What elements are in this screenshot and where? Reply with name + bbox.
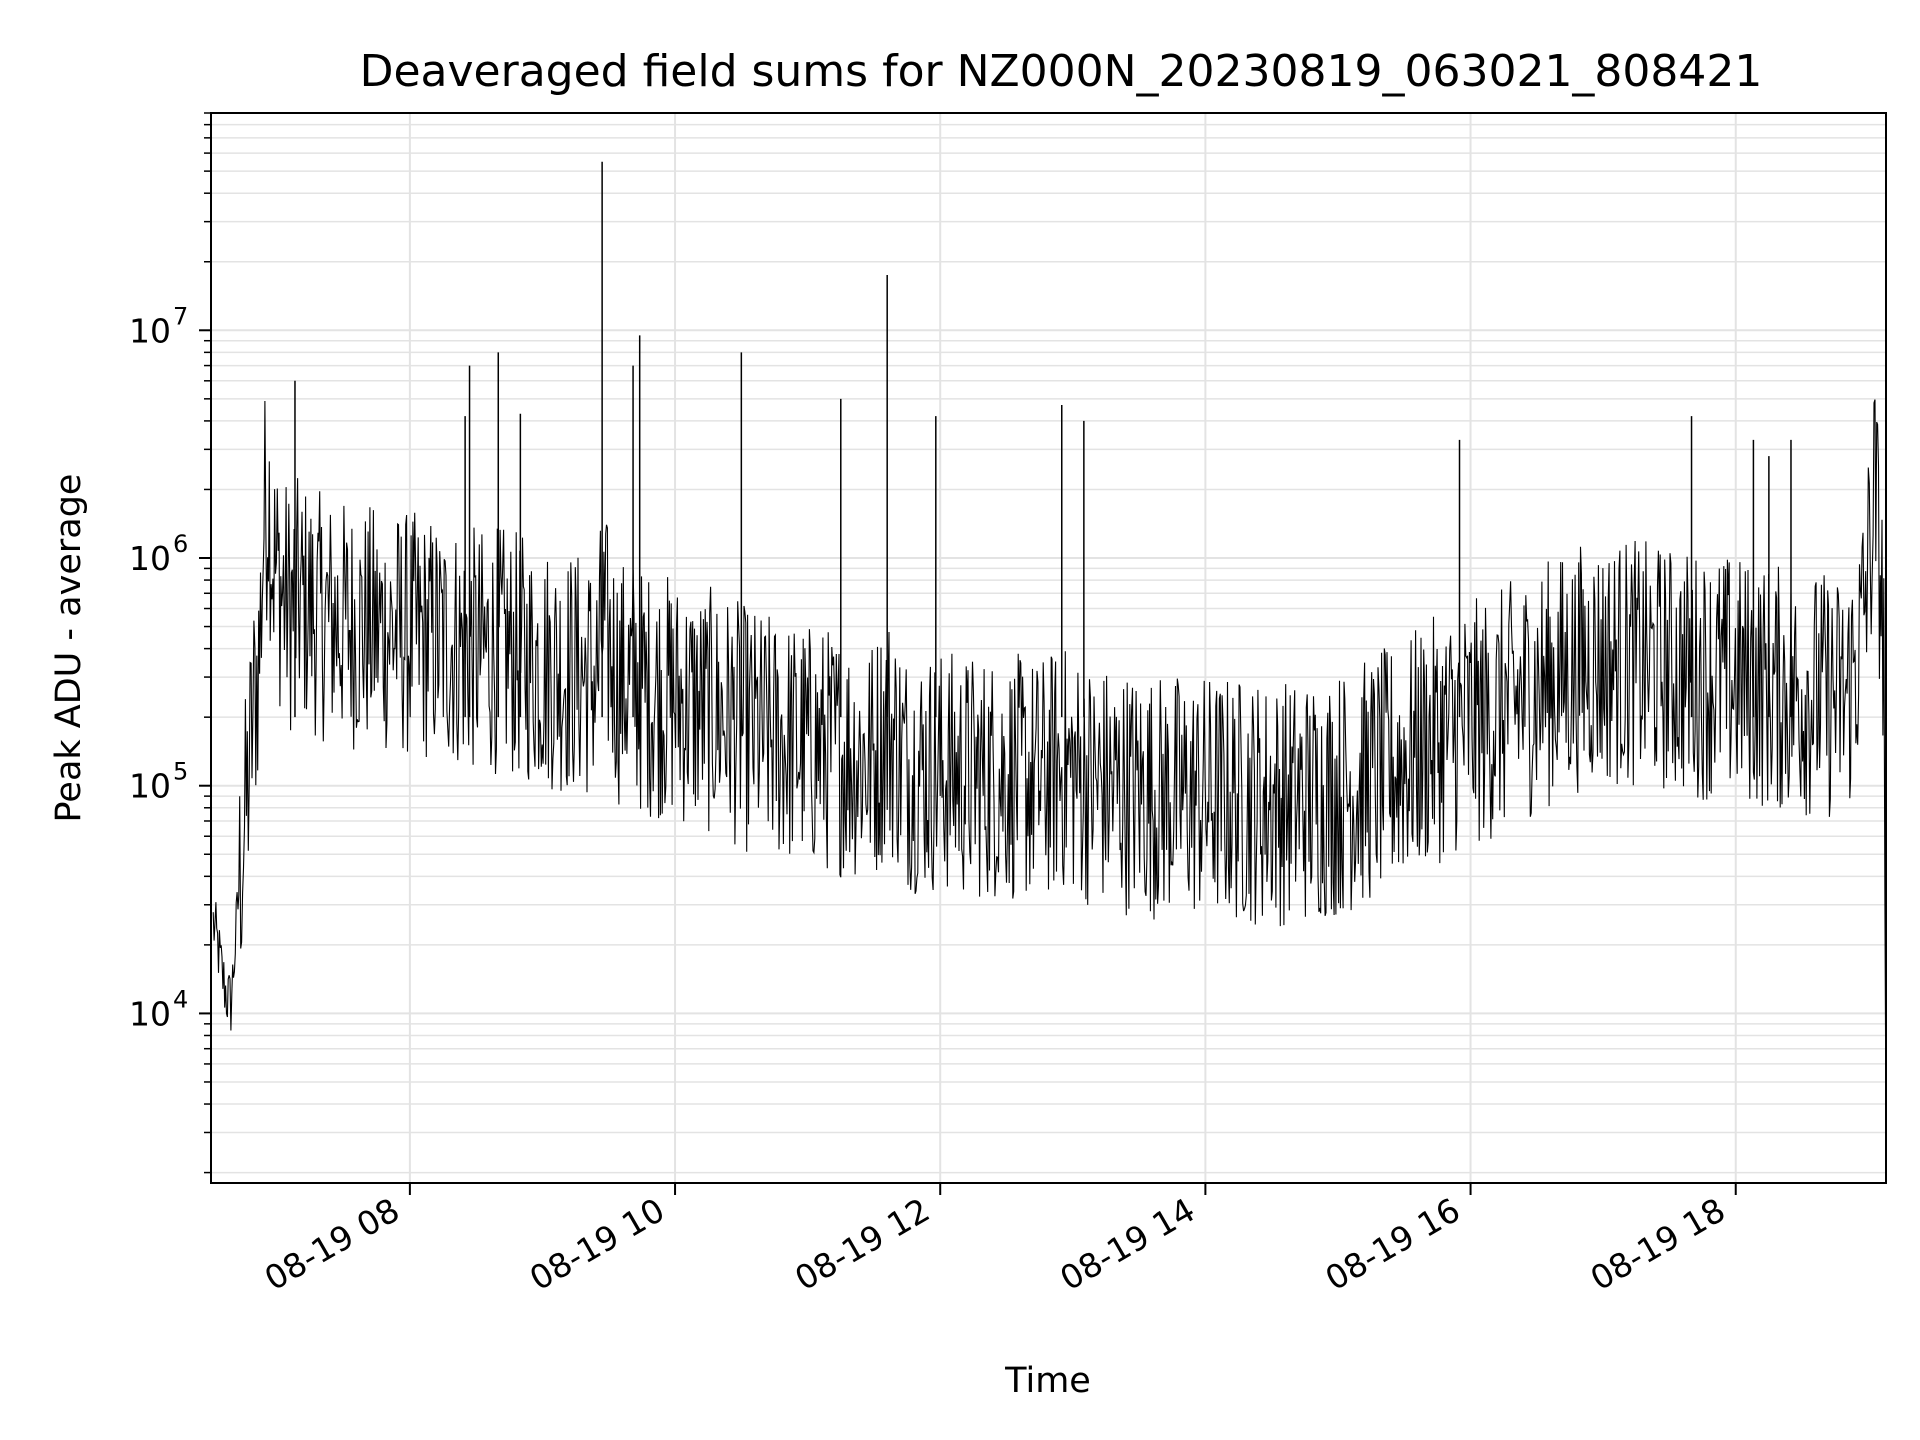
data-series xyxy=(212,161,1887,1133)
y-tick-label: 10 xyxy=(129,311,171,350)
y-axis-label: Peak ADU - average xyxy=(49,474,89,823)
y-tick-label: 10 xyxy=(129,539,171,578)
y-tick-label: 10 xyxy=(129,994,171,1033)
y-tick-label: 10 xyxy=(129,767,171,806)
series-line xyxy=(212,399,1887,1133)
chart-title: Deaveraged field sums for NZ000N_2023081… xyxy=(360,46,1763,97)
x-axis-label: Time xyxy=(1004,1361,1091,1401)
y-tick-exponent: 5 xyxy=(173,758,188,786)
y-tick-exponent: 4 xyxy=(173,985,188,1013)
y-tick-exponent: 6 xyxy=(173,530,188,558)
y-tick-exponent: 7 xyxy=(173,302,188,330)
